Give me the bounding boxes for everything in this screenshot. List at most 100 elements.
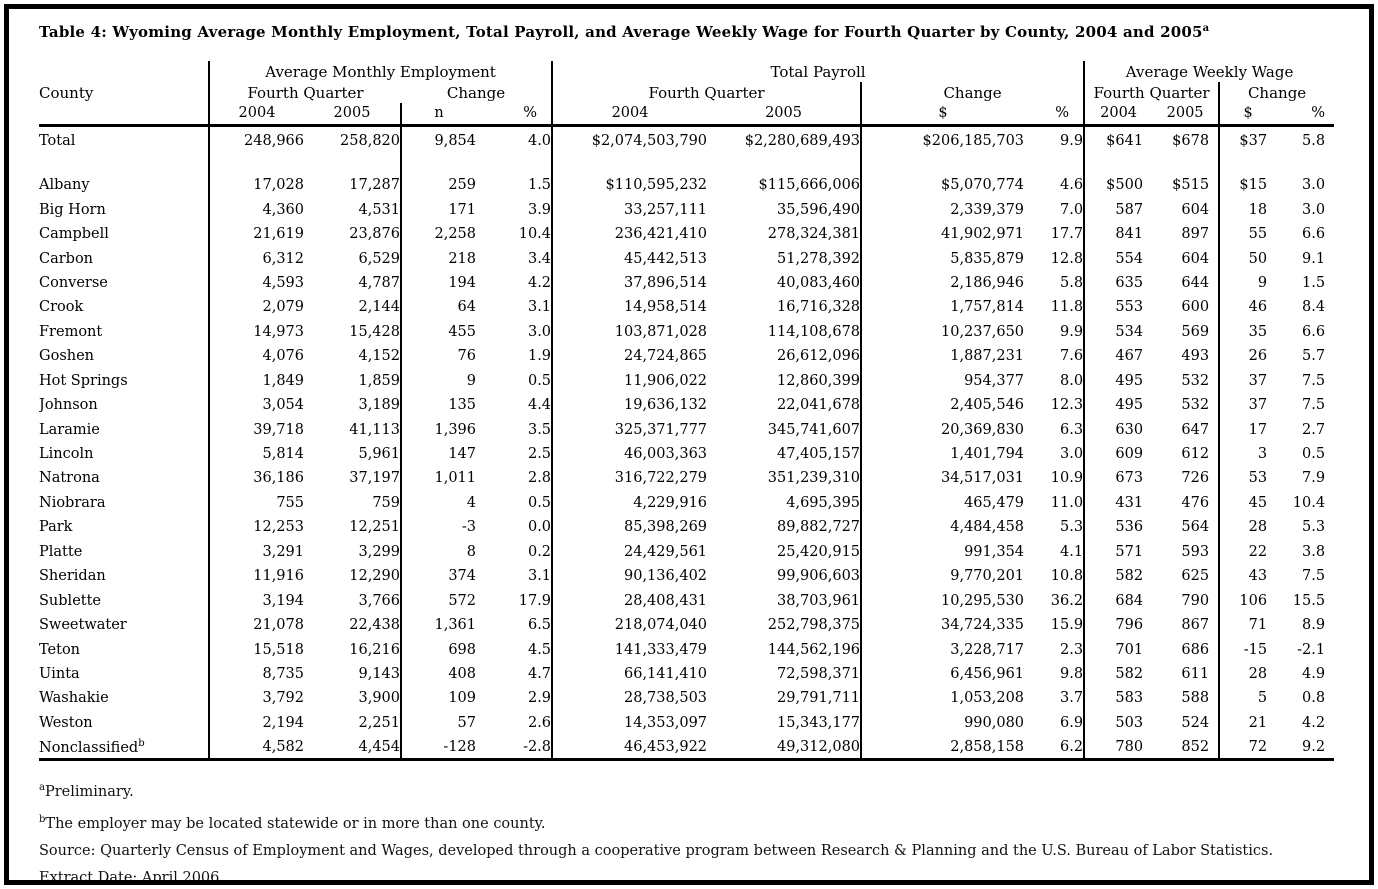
- value-cell: 12,860,399: [707, 368, 863, 393]
- value-cell: 8: [466, 543, 476, 560]
- county-cell: Natrona: [39, 466, 210, 491]
- value-cell: 9: [466, 372, 476, 389]
- table-row: Fremont 14,973 15,428 455 3.0 103,871,028 114,…: [39, 319, 1334, 345]
- value-cell: 3,194: [262, 592, 304, 609]
- value-cell: 3.9: [476, 197, 554, 222]
- footnote-extract-date: Extract Date: April 2006: [39, 869, 220, 885]
- value-cell: 3.0: [1024, 441, 1086, 467]
- col-tp-2005: 2005: [707, 103, 863, 127]
- county-cell: Converse: [39, 270, 210, 296]
- value-cell: [401, 156, 476, 173]
- value-cell: 5: [1257, 690, 1268, 707]
- value-cell: 841: [1115, 226, 1144, 243]
- value-cell: 2.6: [476, 710, 554, 736]
- footnote-marker: a: [39, 782, 45, 793]
- value-cell: 2,405,546: [950, 397, 1025, 414]
- value-cell: 3,766: [304, 588, 402, 613]
- value-cell: 3.0: [476, 319, 554, 345]
- county-cell: Platte: [39, 539, 210, 564]
- value-cell: 630: [1115, 421, 1144, 438]
- value-cell: 5,961: [304, 441, 402, 467]
- value-cell: 673: [1115, 470, 1144, 487]
- value-cell: 17: [1248, 421, 1268, 438]
- value-cell: 582: [1115, 665, 1144, 682]
- value-cell: 37: [1248, 397, 1268, 414]
- ame-fourth-quarter-header: Fourth Quarter: [247, 83, 364, 102]
- value-cell: 252,798,375: [707, 612, 863, 638]
- value-cell: 106: [1239, 592, 1268, 609]
- county-header-spacer: [39, 61, 210, 82]
- value-cell: 25,420,915: [707, 539, 863, 564]
- value-cell: $37: [1239, 133, 1268, 150]
- value-cell: 9,770,201: [950, 568, 1025, 585]
- value-cell: -2.8: [476, 735, 554, 762]
- value-cell: 26: [1248, 348, 1268, 365]
- table-frame: Table 4: Wyoming Average Monthly Employm…: [4, 4, 1374, 885]
- value-cell: -15: [1243, 641, 1268, 658]
- value-cell: 8.9: [1302, 617, 1326, 634]
- value-cell: $206,185,703: [922, 133, 1025, 150]
- value-cell: 9.1: [1302, 250, 1326, 267]
- value-cell: 5,835,879: [950, 250, 1025, 267]
- value-cell: 582: [1115, 568, 1144, 585]
- value-cell: 43: [1248, 568, 1268, 585]
- table-row: Converse 4,593 4,787 194 4.2 37,896,514 40,083…: [39, 270, 1334, 296]
- value-cell: 4,582: [209, 735, 304, 762]
- value-cell: 53: [1248, 470, 1268, 487]
- table-row: Goshen 4,076 4,152 76 1.9 24,724,865 26,612,09…: [39, 344, 1334, 369]
- value-cell: 316,722,279: [614, 470, 708, 487]
- value-cell: 49,312,080: [707, 735, 863, 762]
- value-cell: 553: [1115, 299, 1144, 316]
- value-cell: 609: [1115, 446, 1144, 463]
- value-cell: 3,054: [262, 397, 304, 414]
- value-cell: 5.3: [1024, 515, 1086, 540]
- value-cell: 72: [1219, 735, 1277, 762]
- value-cell: 45,442,513: [624, 250, 708, 267]
- table-row: Campbell 21,619 23,876 2,258 10.4 236,421,410…: [39, 221, 1334, 247]
- value-cell: 7.5: [1302, 372, 1326, 389]
- value-cell: 15,343,177: [707, 710, 863, 736]
- value-cell: $110,595,232: [605, 177, 708, 194]
- county-cell: Laramie: [39, 417, 210, 442]
- value-cell: 2.9: [476, 686, 554, 711]
- value-cell: 7.5: [1302, 397, 1326, 414]
- value-cell: 1,053,208: [950, 690, 1025, 707]
- value-cell: 3.0: [1302, 201, 1326, 218]
- value-cell: [707, 156, 863, 173]
- value-cell: 684: [1115, 592, 1144, 609]
- value-cell: 476: [1152, 490, 1221, 516]
- value-cell: 2,858,158: [861, 735, 1025, 762]
- value-cell: 4.1: [1024, 539, 1086, 564]
- value-cell: 39,718: [253, 421, 304, 438]
- value-cell: 194: [448, 274, 476, 291]
- value-cell: 11,916: [253, 568, 304, 585]
- value-cell: 72,598,371: [707, 661, 863, 687]
- value-cell: $678: [1152, 125, 1221, 156]
- value-cell: 6,312: [262, 250, 304, 267]
- county-cell: Sublette: [39, 588, 210, 613]
- value-cell: 7.5: [1302, 568, 1326, 585]
- value-cell: 34,517,031: [941, 470, 1025, 487]
- table-row: Big Horn 4,360 4,531 171 3.9 33,257,111 35,596…: [39, 197, 1334, 222]
- value-cell: 36,186: [253, 470, 304, 487]
- value-cell: 6.6: [1302, 226, 1326, 243]
- value-cell: -128: [401, 735, 476, 762]
- value-cell: 2.8: [476, 466, 554, 491]
- value-cell: 5.3: [1302, 519, 1326, 536]
- value-cell: 503: [1115, 714, 1144, 731]
- value-cell: 45: [1248, 494, 1268, 511]
- value-cell: 4.0: [476, 125, 554, 156]
- value-cell: 625: [1152, 564, 1221, 589]
- value-cell: 611: [1152, 661, 1221, 687]
- value-cell: 4,152: [304, 344, 402, 369]
- value-cell: 28: [1248, 665, 1268, 682]
- value-cell: 2,079: [262, 299, 304, 316]
- value-cell: 1,757,814: [950, 299, 1025, 316]
- value-cell: 587: [1115, 201, 1144, 218]
- value-cell: 218: [448, 250, 476, 267]
- value-cell: 0.5: [1302, 446, 1326, 463]
- value-cell: 28,408,431: [624, 592, 708, 609]
- section-avg-weekly-wage: Average Weekly Wage: [1125, 62, 1294, 81]
- value-cell: [209, 156, 304, 173]
- table-row: Teton 15,518 16,216 698 4.5 141,333,479 144,56…: [39, 637, 1334, 662]
